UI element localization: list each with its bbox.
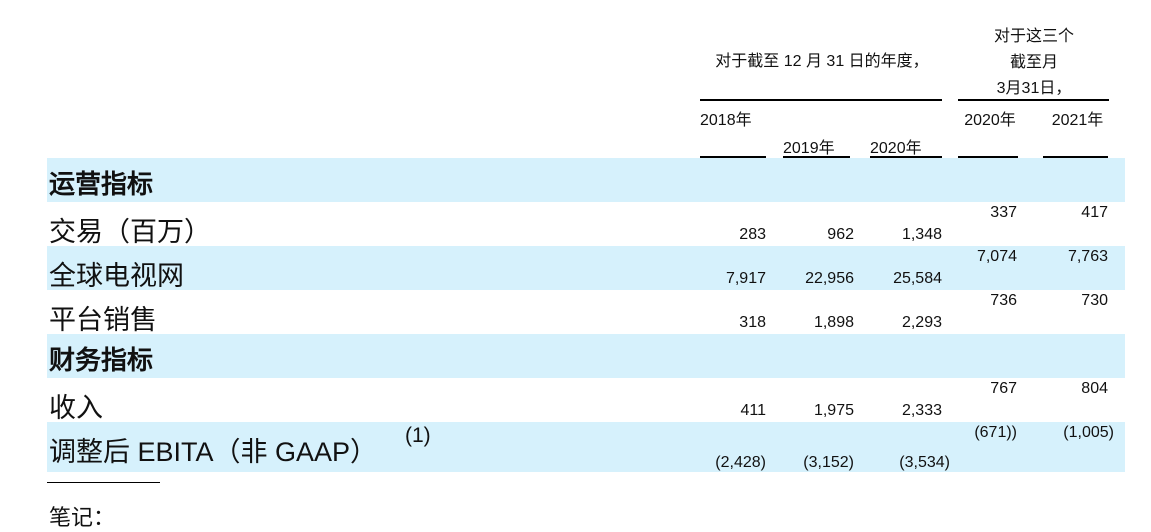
cell-value: 7,917 [725, 270, 766, 287]
column-rule [783, 156, 850, 158]
cell-value: 2,333 [901, 402, 942, 419]
column-rule [1043, 156, 1108, 158]
cell-value: 736 [990, 292, 1017, 309]
cell-value: 7,763 [1067, 248, 1108, 265]
column-header: 2021年 [1051, 112, 1104, 129]
cell-value: 1,898 [813, 314, 854, 331]
row-band [47, 334, 1125, 378]
cell-value: 318 [739, 314, 766, 331]
column-rule [870, 156, 942, 158]
annual-period-header: 对于截至 12 月 31 日的年度， [715, 53, 929, 70]
column-rule [700, 156, 766, 158]
quarter-period-header: 对于这三个 [993, 28, 1074, 45]
row-label: 平台销售 [49, 305, 157, 335]
cell-value: (2,428) [715, 454, 766, 471]
cell-value: 411 [740, 402, 766, 419]
cell-value: 337 [990, 204, 1017, 221]
cell-value: (1,005) [1063, 424, 1114, 441]
row-label: 全球电视网 [49, 261, 184, 291]
cell-value: 730 [1081, 292, 1108, 309]
cell-value: 417 [1081, 204, 1108, 221]
row-band [47, 422, 1125, 472]
cell-value: (3,152) [803, 454, 854, 471]
page: 对于截至 12 月 31 日的年度， 笔记： (() => { const da… [47, 28, 1125, 530]
footnote-rule [47, 482, 160, 483]
cell-value: 283 [739, 226, 766, 243]
row-note: (1) [405, 424, 431, 447]
cell-value: 1,348 [901, 226, 942, 243]
footnote-label: 笔记： [49, 505, 116, 530]
cell-value: 962 [827, 226, 854, 243]
cell-value: 7,074 [976, 248, 1017, 265]
row-band [47, 246, 1125, 290]
quarter-period-header: 3月31日， [996, 80, 1072, 97]
cell-value: 25,584 [893, 270, 942, 287]
cell-value: 2,293 [901, 314, 942, 331]
cell-value: 804 [1081, 380, 1108, 397]
row-label: 收入 [49, 393, 103, 423]
header-rule [958, 99, 1109, 101]
quarter-period-header: 截至月 [1009, 54, 1058, 71]
cell-value: (3,534) [899, 454, 950, 471]
row-label: 调整后 EBITA（非 GAAP） [49, 437, 378, 467]
cell-value: 22,956 [805, 270, 854, 287]
column-header: 2020年 [964, 112, 1016, 129]
row-band [47, 158, 1125, 202]
cell-value: 1,975 [813, 402, 854, 419]
column-header: 2020年 [870, 140, 922, 157]
section-title: 财务指标 [49, 345, 154, 375]
column-header: 2018年 [700, 112, 752, 129]
column-rule [958, 156, 1018, 158]
header-rule [700, 99, 942, 101]
column-header: 2019年 [783, 140, 835, 157]
row-label: 交易（百万） [49, 217, 211, 247]
cell-value: (671)) [974, 424, 1017, 441]
section-title: 运营指标 [49, 169, 154, 199]
cell-value: 767 [990, 380, 1017, 397]
